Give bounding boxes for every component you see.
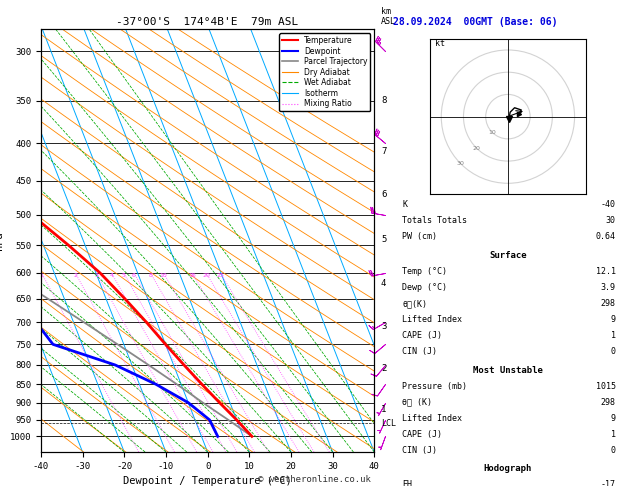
Text: 3.9: 3.9	[601, 283, 616, 292]
Text: θᴄ(K): θᴄ(K)	[403, 299, 427, 308]
Text: Dewp (°C): Dewp (°C)	[403, 283, 447, 292]
Text: 9: 9	[611, 414, 616, 423]
Text: Hodograph: Hodograph	[484, 464, 532, 473]
Text: 10: 10	[160, 273, 167, 278]
Text: CAPE (J): CAPE (J)	[403, 331, 442, 340]
Text: km
ASL: km ASL	[381, 7, 396, 26]
Text: 1: 1	[381, 405, 386, 414]
Text: 1: 1	[611, 430, 616, 439]
Text: 12.1: 12.1	[596, 267, 616, 276]
Text: 5: 5	[381, 235, 386, 244]
Text: 1: 1	[40, 273, 43, 278]
Text: Most Unstable: Most Unstable	[473, 365, 543, 375]
Text: K: K	[403, 200, 408, 209]
Text: 10: 10	[488, 130, 496, 135]
Text: 1: 1	[611, 331, 616, 340]
Text: 6: 6	[132, 273, 136, 278]
Text: 8: 8	[381, 96, 386, 105]
Text: 25: 25	[216, 273, 225, 278]
Text: 298: 298	[601, 398, 616, 407]
Text: 3: 3	[381, 322, 386, 331]
Text: 28.09.2024  00GMT (Base: 06): 28.09.2024 00GMT (Base: 06)	[393, 17, 558, 27]
Text: kt: kt	[435, 38, 445, 48]
Text: 2: 2	[381, 364, 386, 373]
Text: 20: 20	[472, 146, 481, 151]
Text: 8: 8	[148, 273, 152, 278]
Text: 6: 6	[381, 191, 386, 199]
Text: CIN (J): CIN (J)	[403, 347, 437, 356]
Text: © weatheronline.co.uk: © weatheronline.co.uk	[258, 474, 371, 484]
Text: 7: 7	[381, 147, 386, 156]
Text: 0: 0	[611, 347, 616, 356]
Text: -40: -40	[601, 200, 616, 209]
Y-axis label: hPa: hPa	[0, 231, 4, 250]
Text: 0: 0	[611, 446, 616, 455]
Text: θᴄ (K): θᴄ (K)	[403, 398, 432, 407]
Text: 20: 20	[202, 273, 210, 278]
Text: Surface: Surface	[489, 251, 526, 260]
Text: Lifted Index: Lifted Index	[403, 315, 462, 324]
Text: PW (cm): PW (cm)	[403, 232, 437, 242]
Text: 30: 30	[457, 161, 465, 166]
Legend: Temperature, Dewpoint, Parcel Trajectory, Dry Adiabat, Wet Adiabat, Isotherm, Mi: Temperature, Dewpoint, Parcel Trajectory…	[279, 33, 370, 111]
Text: CAPE (J): CAPE (J)	[403, 430, 442, 439]
Text: LCL: LCL	[381, 419, 396, 428]
Text: 4: 4	[109, 273, 113, 278]
Text: 2: 2	[74, 273, 77, 278]
Title: -37°00'S  174°4B'E  79m ASL: -37°00'S 174°4B'E 79m ASL	[116, 17, 299, 27]
Text: 30: 30	[606, 216, 616, 226]
Text: Temp (°C): Temp (°C)	[403, 267, 447, 276]
Text: 9: 9	[611, 315, 616, 324]
X-axis label: Dewpoint / Temperature (°C): Dewpoint / Temperature (°C)	[123, 476, 292, 486]
Text: 5: 5	[122, 273, 126, 278]
Text: 1015: 1015	[596, 382, 616, 391]
Text: 16: 16	[188, 273, 196, 278]
Text: Lifted Index: Lifted Index	[403, 414, 462, 423]
Text: CIN (J): CIN (J)	[403, 446, 437, 455]
Text: EH: EH	[403, 480, 412, 486]
Text: 4: 4	[381, 279, 386, 288]
Text: 3: 3	[94, 273, 98, 278]
Text: Pressure (mb): Pressure (mb)	[403, 382, 467, 391]
Text: 0.64: 0.64	[596, 232, 616, 242]
Text: 298: 298	[601, 299, 616, 308]
Text: -17: -17	[601, 480, 616, 486]
Text: Totals Totals: Totals Totals	[403, 216, 467, 226]
